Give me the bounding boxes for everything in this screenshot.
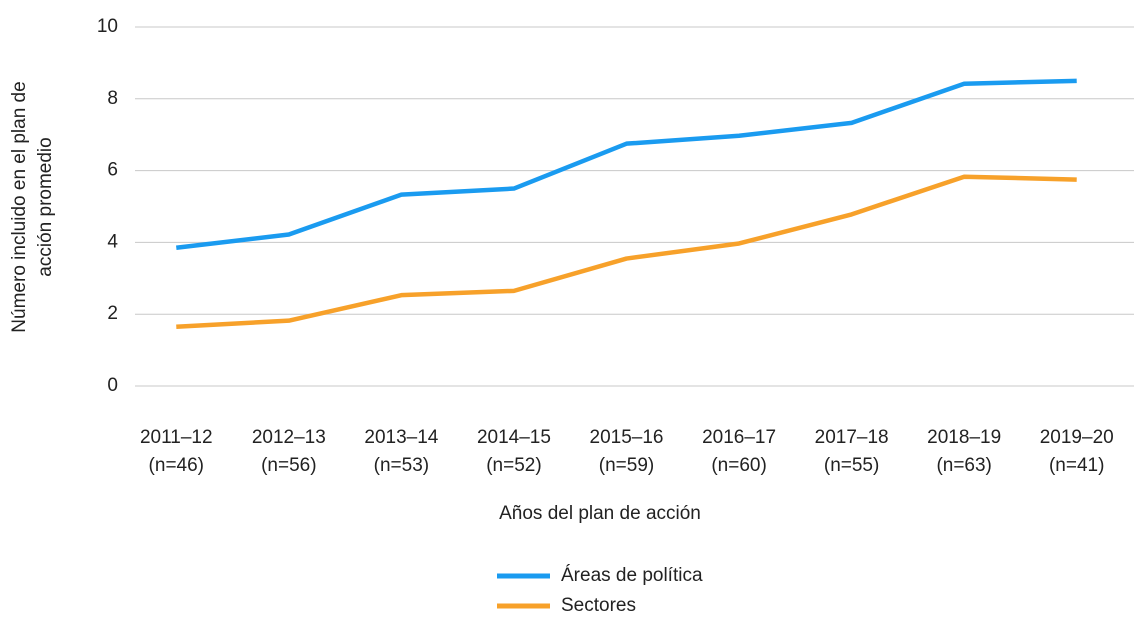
x-tick-note: (n=53) xyxy=(374,455,429,476)
x-tick-label: 2016–17 xyxy=(702,427,776,448)
y-tick-label: 0 xyxy=(107,375,118,396)
x-tick-label: 2011–12 xyxy=(140,427,213,448)
x-tick-label: 2019–20 xyxy=(1040,427,1114,448)
x-tick-label: 2014–15 xyxy=(477,427,551,448)
y-tick-label: 2 xyxy=(107,303,118,324)
y-tick-label: 10 xyxy=(97,16,118,37)
series-line xyxy=(176,174,1077,330)
x-tick-label: 2017–18 xyxy=(815,427,889,448)
x-tick-note: (n=41) xyxy=(1049,455,1104,476)
legend-label: Sectores xyxy=(561,595,636,616)
x-tick-note: (n=60) xyxy=(711,455,766,476)
y-tick-label: 8 xyxy=(107,88,118,109)
legend-label: Áreas de política xyxy=(561,565,703,586)
x-tick-label: 2015–16 xyxy=(590,427,664,448)
x-tick-note: (n=52) xyxy=(486,455,541,476)
x-tick-note: (n=63) xyxy=(936,455,991,476)
x-tick-note: (n=59) xyxy=(599,455,654,476)
x-tick-note: (n=56) xyxy=(261,455,316,476)
x-axis-label: Años del plan de acción xyxy=(499,503,701,524)
x-tick-label: 2012–13 xyxy=(252,427,326,448)
y-axis-label: Número incluido en el plan de xyxy=(9,81,30,332)
y-tick-label: 6 xyxy=(107,160,118,181)
x-tick-note: (n=55) xyxy=(824,455,879,476)
x-tick-note: (n=46) xyxy=(149,455,204,476)
series-line xyxy=(176,78,1077,251)
y-tick-label: 4 xyxy=(107,231,118,252)
y-axis-label: acción promedio xyxy=(35,137,56,276)
x-tick-label: 2018–19 xyxy=(927,427,1001,448)
x-tick-label: 2013–14 xyxy=(364,427,438,448)
